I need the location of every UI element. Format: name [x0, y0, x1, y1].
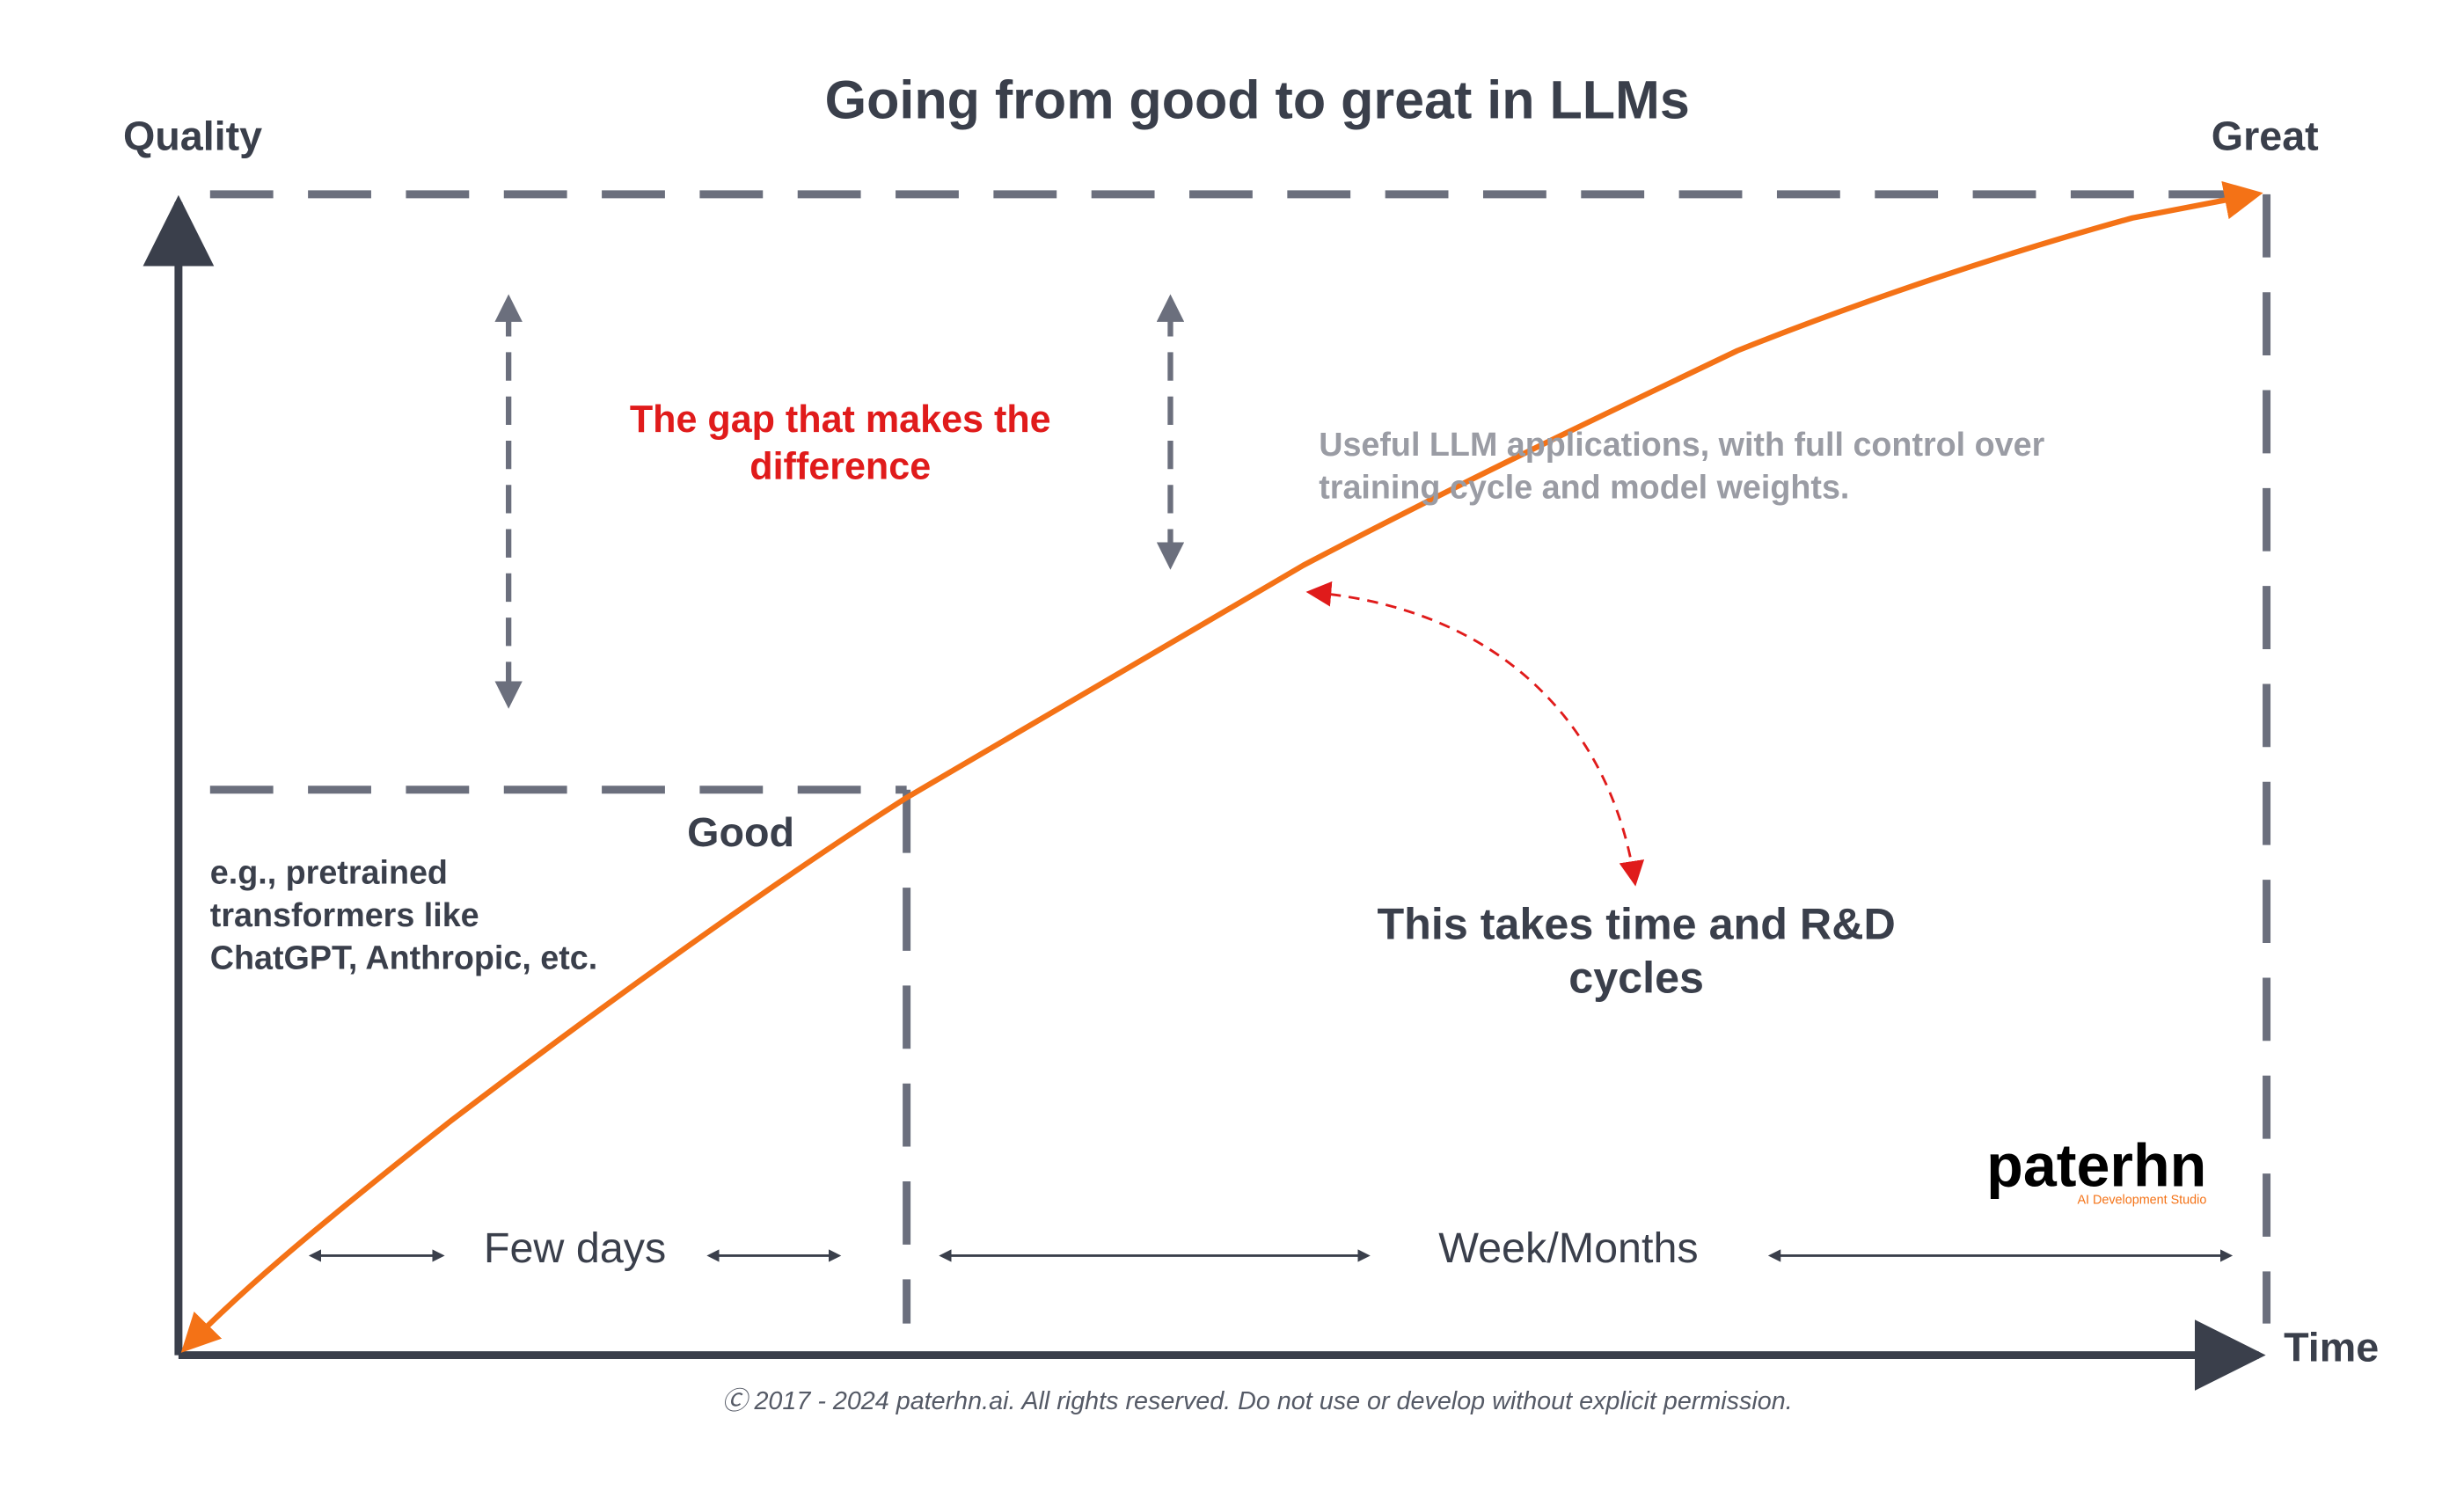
useful-text: training cycle and model weights.	[1319, 469, 1849, 506]
logo-tagline: AI Development Studio	[2077, 1193, 2206, 1207]
examples-text: transformers like	[210, 896, 479, 933]
x-axis-label: Time	[2284, 1325, 2379, 1370]
examples-text: e.g., pretrained	[210, 854, 448, 891]
gap-text: difference	[749, 446, 931, 488]
footer: Ⓒ 2017 - 2024 paterhn.ai. All rights res…	[722, 1387, 1793, 1415]
title: Going from good to great in LLMs	[825, 70, 1690, 130]
rnd-arrow	[1305, 581, 1645, 887]
few-days-label: Few days	[484, 1224, 666, 1272]
rnd-text: cycles	[1568, 952, 1704, 1002]
useful-text: Useful LLM applications, with full contr…	[1319, 426, 2044, 463]
y-axis-label: Quality	[123, 113, 262, 158]
logo-name: paterhn	[1986, 1133, 2206, 1200]
great-label: Great	[2212, 113, 2319, 158]
rnd-text: This takes time and R&D	[1377, 898, 1895, 948]
weeks-months-label: Week/Months	[1438, 1224, 1698, 1272]
quality-curve	[180, 180, 2263, 1353]
good-label: Good	[687, 809, 794, 855]
examples-text: ChatGPT, Anthropic, etc.	[210, 939, 597, 976]
gap-text: The gap that makes the	[630, 398, 1051, 441]
